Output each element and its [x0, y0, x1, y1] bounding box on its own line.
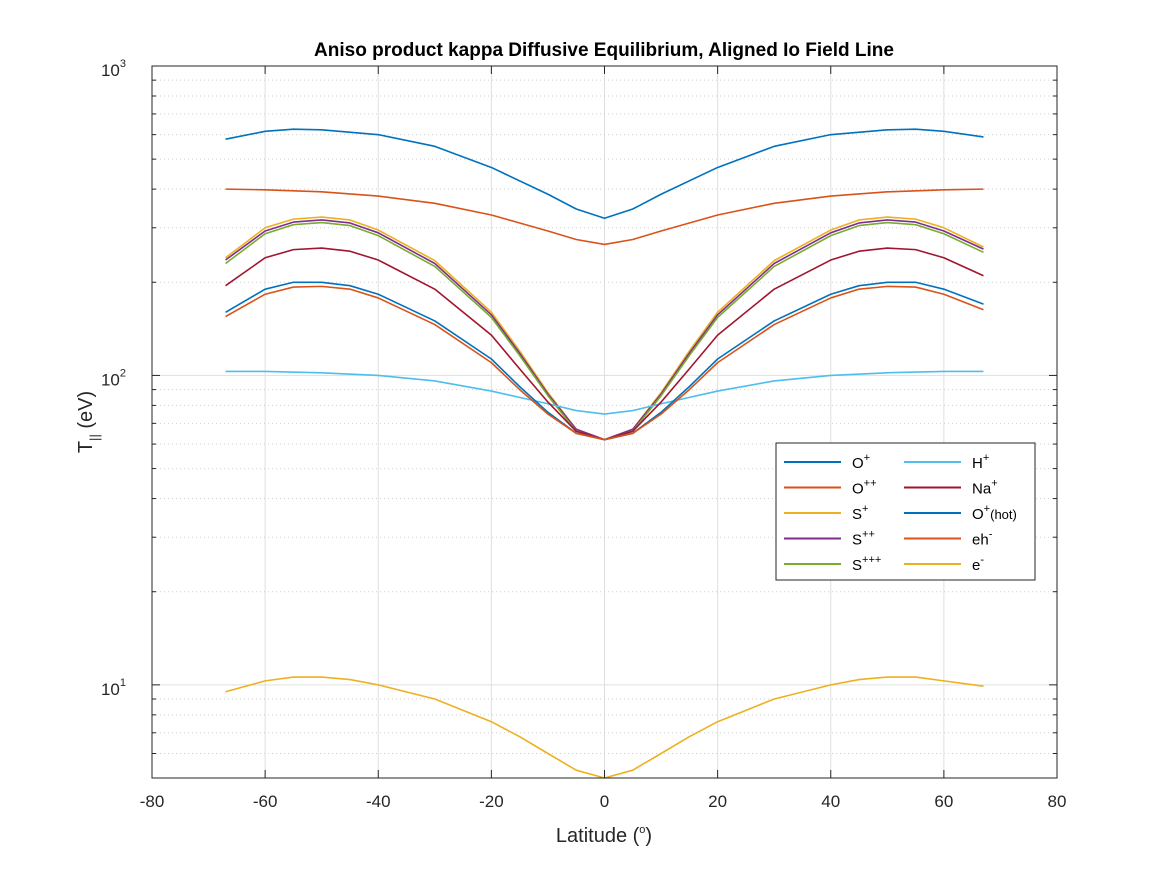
- y-tick-label: 103: [101, 58, 126, 80]
- y-axis-label: T|| (eV): [75, 391, 102, 453]
- legend-entry: O++: [852, 478, 877, 498]
- legend-entry: O+: [852, 452, 870, 472]
- legend-entry-charge: +: [984, 503, 990, 515]
- y-axis-label-unit: (eV): [75, 391, 97, 434]
- legend-entry: H+: [972, 452, 989, 472]
- x-axis-label-close: ): [645, 825, 652, 847]
- legend-entry-tail: (hot): [990, 507, 1017, 522]
- legend-entry-charge: +: [864, 452, 870, 464]
- legend-entry: S+++: [852, 554, 881, 574]
- legend-entry: S+: [852, 503, 868, 523]
- y-tick-label: 102: [101, 367, 126, 389]
- x-tick-label: 0: [600, 792, 609, 811]
- legend-entry: S++: [852, 529, 875, 549]
- chart-title: Aniso product kappa Diffusive Equilibriu…: [314, 40, 894, 61]
- legend-entry-charge: ++: [864, 478, 877, 490]
- legend-entry-charge: +: [983, 452, 989, 464]
- legend-entry-name: S: [852, 506, 862, 523]
- y-tick-base: 10: [101, 680, 120, 699]
- legend-entry-charge: -: [989, 529, 993, 541]
- legend-entry: eh-: [972, 529, 993, 549]
- x-tick-label: 40: [821, 792, 840, 811]
- series-line: [225, 188, 984, 246]
- legend-entry-name: O: [972, 506, 984, 523]
- legend-entry-name: eh: [972, 532, 989, 549]
- legend-entry-name: O: [852, 481, 864, 498]
- x-tick-label: -60: [253, 792, 278, 811]
- x-axis-label: Latitude (o): [556, 824, 652, 847]
- legend-entry-charge: +: [862, 503, 868, 515]
- series-line: [225, 370, 984, 415]
- x-tick-label: -80: [140, 792, 165, 811]
- x-tick-label: 80: [1048, 792, 1067, 811]
- y-tick-exponent: 3: [120, 58, 126, 70]
- x-tick-label: 20: [708, 792, 727, 811]
- legend-entry-name: Na: [972, 481, 992, 498]
- legend-box: [775, 442, 1036, 581]
- legend-entry: Na+: [972, 478, 998, 498]
- y-axis-label-sub: ||: [87, 434, 102, 441]
- series-layer: [225, 128, 984, 779]
- y-tick-label: 101: [101, 677, 126, 699]
- legend-entry-name: S: [852, 557, 862, 574]
- legend-entry-charge: +++: [862, 554, 881, 566]
- legend-entry-name: H: [972, 455, 983, 472]
- ticks: [151, 66, 1058, 779]
- legend: O+O++S+S++S+++H+Na+O+(hot)eh-e-: [775, 442, 1036, 581]
- legend-entry-name: O: [852, 455, 864, 472]
- y-axis-label-text: T: [75, 441, 97, 453]
- legend-entry-charge: +: [991, 478, 997, 490]
- y-tick-exponent: 1: [120, 677, 126, 689]
- y-tick-exponent: 2: [120, 367, 126, 379]
- legend-entry: e-: [972, 554, 984, 574]
- x-axis-label-degree: o: [639, 824, 645, 836]
- series-line: [225, 285, 984, 441]
- x-tick-label: -20: [479, 792, 504, 811]
- legend-entry: O+(hot): [972, 503, 1017, 523]
- x-axis-label-text: Latitude (: [556, 825, 640, 847]
- x-tick-label: -40: [366, 792, 391, 811]
- y-tick-base: 10: [101, 61, 120, 80]
- legend-entry-charge: -: [980, 554, 984, 566]
- x-tick-labels: -80 -60 -40 -20 0 20 40 60 80: [140, 792, 1067, 811]
- x-tick-label: 60: [934, 792, 953, 811]
- legend-entry-name: S: [852, 532, 862, 549]
- y-tick-base: 10: [101, 370, 120, 389]
- legend-entry-name: e: [972, 557, 980, 574]
- grid-lines: [152, 66, 1057, 779]
- legend-entry-charge: ++: [862, 529, 875, 541]
- series-line: [225, 128, 984, 220]
